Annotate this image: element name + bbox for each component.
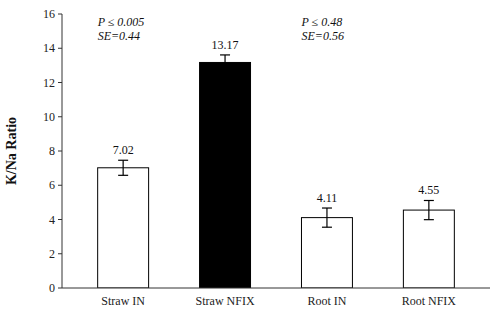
y-tick <box>58 151 62 152</box>
annotation: P ≤ 0.48SE=0.56 <box>300 15 343 43</box>
annotation-line: P ≤ 0.005 <box>97 15 145 29</box>
y-tick-label: 10 <box>43 110 55 124</box>
annotation-line: P ≤ 0.48 <box>300 15 342 29</box>
bar <box>301 218 352 288</box>
y-tick <box>58 48 62 49</box>
annotation-line: SE=0.56 <box>301 29 343 43</box>
y-tick-label: 14 <box>43 41 55 55</box>
y-tick-label: 0 <box>49 281 55 295</box>
y-tick <box>58 185 62 186</box>
bar <box>98 168 149 288</box>
error-cap <box>118 160 128 161</box>
x-tick-label: Straw NFIX <box>196 294 255 308</box>
chart-container: 0 2 4 6 8 10 12 14 16 7.02 13.17 4.11 4.55 Straw IN St… <box>0 0 500 320</box>
y-tick <box>58 253 62 254</box>
error-cap <box>220 69 230 70</box>
error-cap <box>322 207 332 208</box>
chart: 0 2 4 6 8 10 12 14 16 7.02 13.17 4.11 4.55 Straw IN St… <box>0 0 500 320</box>
error-cap <box>118 175 128 176</box>
error-line <box>123 160 124 175</box>
y-tick-label: 6 <box>49 178 55 192</box>
error-bar <box>118 160 128 175</box>
bar <box>200 62 251 288</box>
y-tick-label: 4 <box>49 213 55 227</box>
error-bar <box>424 200 434 219</box>
y-axis-label: K/Na Ratio <box>4 117 19 185</box>
x-tick-label: Root IN <box>307 294 346 308</box>
annotation: P ≤ 0.005SE=0.44 <box>97 15 145 43</box>
error-line <box>224 55 225 70</box>
y-axis-line <box>62 14 63 288</box>
y-tick-label: 16 <box>43 7 55 21</box>
y-tick-label: 8 <box>49 144 55 158</box>
value-label: 7.02 <box>113 143 134 157</box>
y-tick <box>58 288 62 289</box>
bar <box>403 210 454 288</box>
y-tick-label: 12 <box>43 76 55 90</box>
y-tick <box>58 219 62 220</box>
value-label: 4.11 <box>317 191 338 205</box>
error-bar <box>220 55 230 70</box>
error-line <box>428 200 429 219</box>
error-cap <box>424 219 434 220</box>
x-tick-label: Straw IN <box>101 294 145 308</box>
y-tick <box>58 82 62 83</box>
y-tick <box>58 116 62 117</box>
error-cap <box>424 200 434 201</box>
value-label: 4.55 <box>418 183 439 197</box>
y-tick <box>58 14 62 15</box>
annotation-line: SE=0.44 <box>98 29 140 43</box>
error-cap <box>322 227 332 228</box>
error-line <box>326 208 327 227</box>
value-label: 13.17 <box>212 38 239 52</box>
x-axis-line <box>62 288 490 289</box>
error-bar <box>322 208 332 227</box>
error-cap <box>220 54 230 55</box>
y-tick-label: 2 <box>49 247 55 261</box>
x-tick-label: Root NFIX <box>402 294 457 308</box>
bars <box>98 55 455 288</box>
